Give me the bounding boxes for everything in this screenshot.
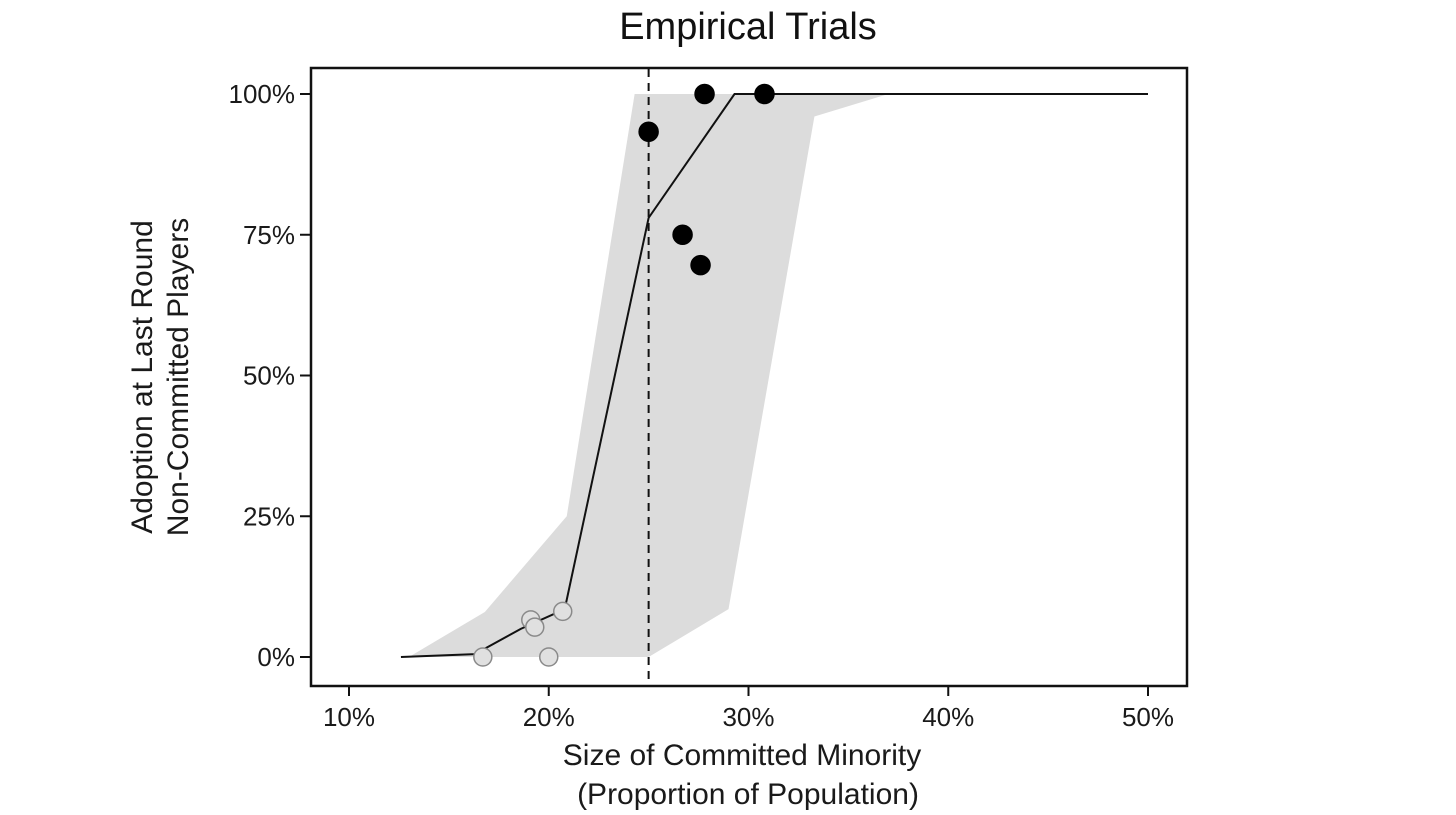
data-point: [690, 254, 711, 276]
model-line: [400, 93, 1148, 658]
data-point: [552, 601, 573, 622]
confidence-band: [408, 94, 889, 657]
data-point: [754, 83, 775, 105]
y-tick-label: 0%: [257, 642, 295, 672]
data-point: [539, 647, 559, 667]
data-point: [473, 647, 493, 667]
x-tick-label: 30%: [722, 702, 774, 732]
plot-area: [400, 69, 1148, 685]
x-axis: 10% 20% 30% 40% 50%: [323, 686, 1174, 732]
x-tick-label: 10%: [323, 702, 375, 732]
x-axis-label-line1: Size of Committed Minority: [563, 739, 921, 772]
y-tick-label: 25%: [243, 501, 295, 531]
chart-title: Empirical Trials: [619, 6, 877, 48]
x-tick-label: 40%: [922, 702, 974, 732]
y-axis-label-line2: Non-Committed Players: [162, 218, 195, 536]
data-point: [638, 121, 659, 142]
x-tick-label: 20%: [523, 702, 575, 732]
x-tick-label: 50%: [1122, 702, 1174, 732]
data-point: [694, 83, 715, 105]
data-point: [525, 617, 545, 637]
x-axis-label-line2: (Proportion of Population): [577, 778, 919, 811]
y-tick-label: 100%: [229, 79, 296, 109]
y-tick-label: 50%: [243, 361, 295, 391]
y-tick-label: 75%: [243, 220, 295, 250]
y-axis: 0% 25% 50% 75% 100%: [229, 79, 311, 672]
y-axis-label-line1: Adoption at Last Round: [126, 220, 159, 534]
data-point: [672, 224, 693, 245]
